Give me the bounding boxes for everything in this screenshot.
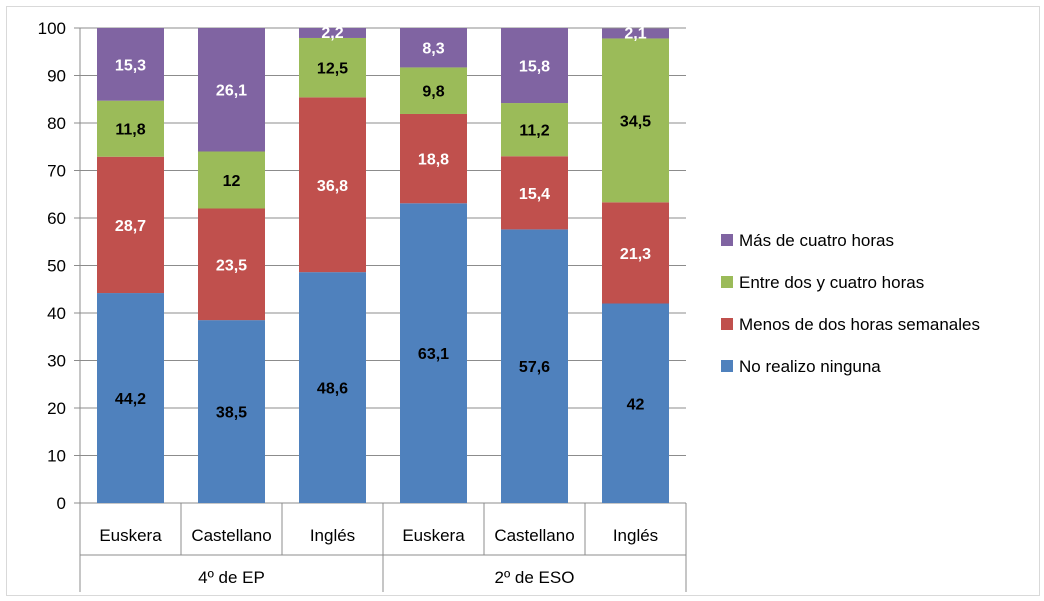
data-label: 12 [223,173,241,190]
data-label: 23,5 [216,257,247,274]
y-tick-label: 90 [47,67,66,86]
legend-swatch [721,360,733,372]
bar-segment-2 [400,113,467,204]
y-tick-label: 40 [47,304,66,323]
x-category-label: Inglés [613,526,658,545]
data-label: 44,2 [115,391,146,408]
data-label: 18,8 [418,152,449,169]
data-label: 15,3 [115,57,146,74]
bar-segment-3 [198,151,265,209]
legend-label: No realizo ninguna [739,357,881,376]
y-tick-label: 80 [47,114,66,133]
y-tick-label: 70 [47,162,66,181]
data-label: 9,8 [422,84,444,101]
bar-segment-3 [299,37,366,98]
x-category-label: Euskera [402,526,465,545]
y-tick-label: 20 [47,399,66,418]
bar-segment-4 [501,28,568,104]
data-label: 28,7 [115,218,146,235]
y-tick-label: 60 [47,209,66,228]
x-group-label: 2º de ESO [495,568,575,587]
legend-label: Entre dos y cuatro horas [739,273,924,292]
bar-segment-2 [299,97,366,273]
data-label: 38,5 [216,405,247,422]
bar-segment-2 [602,202,669,304]
data-label: 8,3 [422,41,444,58]
y-tick-label: 50 [47,257,66,276]
bar-segment-4 [299,28,366,38]
bar-segment-4 [97,28,164,101]
bar-segment-4 [198,28,265,152]
y-tick-label: 10 [47,447,66,466]
chart-frame [6,6,1040,596]
bar-segment-3 [400,67,467,114]
data-label: 11,2 [519,123,549,140]
bar-segment-2 [198,208,265,321]
x-category-label: Euskera [99,526,162,545]
bar-segment-2 [97,156,164,294]
bar-segment-1 [602,303,669,503]
y-tick-label: 30 [47,352,66,371]
x-category-label: Inglés [310,526,355,545]
bar-segment-1 [400,203,467,503]
bar-segment-1 [198,320,265,503]
data-label: 34,5 [620,113,651,130]
legend-swatch [721,276,733,288]
bar-segment-3 [501,103,568,157]
bar-segment-1 [501,229,568,503]
data-label: 42 [627,396,645,413]
bar-segment-1 [299,272,366,503]
data-label: 63,1 [418,346,449,363]
bar-segment-2 [501,156,568,230]
bar-segment-4 [602,28,669,39]
legend-label: Más de cuatro horas [739,231,894,250]
data-label: 48,6 [317,381,348,398]
legend-swatch [721,318,733,330]
data-label: 57,6 [519,359,550,376]
x-group-label: 4º de EP [198,568,265,587]
legend-label: Menos de dos horas semanales [739,315,980,334]
data-label: 15,4 [519,186,550,203]
data-label: 26,1 [216,83,247,100]
bar-segment-4 [400,28,467,68]
bar-segment-3 [97,100,164,157]
data-label: 15,8 [519,59,550,76]
data-label: 12,5 [317,61,348,78]
x-category-label: Castellano [191,526,271,545]
x-category-label: Castellano [494,526,574,545]
y-tick-label: 0 [57,494,66,513]
y-tick-label: 100 [38,19,66,38]
data-label: 2,2 [321,25,343,42]
data-label: 36,8 [317,178,348,195]
bar-segment-1 [97,293,164,503]
data-label: 11,8 [115,122,145,139]
data-label: 2,1 [624,25,646,42]
data-label: 21,3 [620,246,651,263]
bar-segment-3 [602,38,669,203]
legend-swatch [721,234,733,246]
